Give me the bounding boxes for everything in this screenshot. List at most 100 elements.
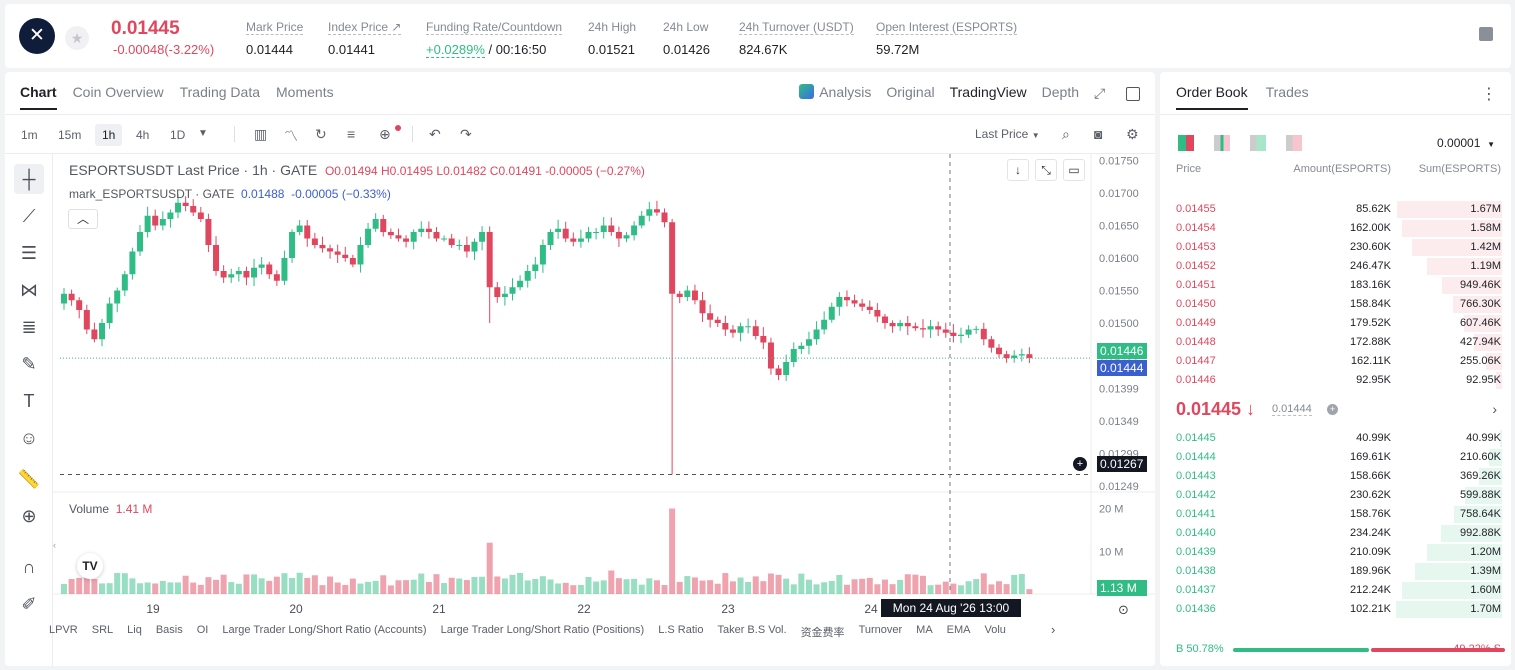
tab-order-book[interactable]: Order Book xyxy=(1176,84,1248,110)
fib-icon[interactable]: ≣ xyxy=(21,317,37,337)
indicator-4[interactable]: OI xyxy=(196,624,209,636)
tab-trading-data[interactable]: Trading Data xyxy=(179,84,261,100)
chevron-right-icon[interactable]: › xyxy=(1051,622,1056,637)
bid-row[interactable]: 0.01442 230.62K 599.88K xyxy=(1160,486,1511,505)
candle xyxy=(965,329,972,335)
expand-icon[interactable]: ⤢ xyxy=(1094,85,1106,101)
ask-row[interactable]: 0.01449 179.52K 607.46K xyxy=(1160,314,1511,333)
tab-trades[interactable]: Trades xyxy=(1265,84,1309,100)
indicator-3[interactable]: Basis xyxy=(155,624,183,636)
indicator-0[interactable]: LPVR xyxy=(49,624,78,636)
more-icon[interactable]: ⋮ xyxy=(1481,86,1497,103)
precision-select[interactable]: 0.00001 ▼ xyxy=(1437,136,1495,150)
ask-row[interactable]: 0.01455 85.62K 1.67M xyxy=(1160,200,1511,219)
stat-index-price[interactable]: Index Price ↗ 0.01441 xyxy=(328,20,402,57)
bid-row[interactable]: 0.01439 210.09K 1.20M xyxy=(1160,543,1511,562)
candle xyxy=(874,310,881,317)
candle xyxy=(555,228,562,232)
indicator-2[interactable]: Liq xyxy=(127,624,142,636)
view-depth[interactable]: Depth xyxy=(1041,84,1079,100)
emoji-icon[interactable]: ☺ xyxy=(19,428,39,448)
indicator-10[interactable]: Turnover xyxy=(858,624,903,636)
candle-type-icon[interactable]: ▥ xyxy=(254,126,268,142)
timeframe-15m[interactable]: 15m xyxy=(58,128,82,142)
redo-icon[interactable]: ↷ xyxy=(460,126,472,142)
ask-row[interactable]: 0.01450 158.84K 766.30K xyxy=(1160,295,1511,314)
layout-both-icon[interactable] xyxy=(1178,135,1194,151)
text-icon[interactable]: T xyxy=(23,391,35,411)
timeframe-1h[interactable]: 1h xyxy=(95,124,123,146)
horizontal-lines-icon[interactable]: ☰ xyxy=(20,243,38,263)
timeframe-dropdown-icon[interactable]: ▼ xyxy=(198,128,208,139)
timeframe-1m[interactable]: 1m xyxy=(21,128,38,142)
indicators-icon[interactable]: 〽 xyxy=(284,128,298,144)
bid-row[interactable]: 0.01445 40.99K 40.99K xyxy=(1160,429,1511,448)
tab-coin-overview[interactable]: Coin Overview xyxy=(72,84,164,100)
lock-icon[interactable]: ✐ xyxy=(21,594,37,614)
zoom-icon[interactable]: ⊕ xyxy=(21,506,37,526)
ask-row[interactable]: 0.01452 246.47K 1.19M xyxy=(1160,257,1511,276)
search-icon[interactable]: ⌕ xyxy=(1062,126,1070,142)
indicator-1[interactable]: SRL xyxy=(91,624,114,636)
view-tradingview[interactable]: TradingView xyxy=(949,84,1027,100)
info-icon[interactable]: + xyxy=(1327,404,1338,415)
ask-row[interactable]: 0.01448 172.88K 427.94K xyxy=(1160,333,1511,352)
collapse-tools-icon[interactable]: ‹ xyxy=(53,540,56,550)
camera-icon[interactable]: ◙ xyxy=(1094,126,1103,142)
timeframe-1d[interactable]: 1D xyxy=(170,128,186,142)
indicator-13[interactable]: Volu xyxy=(984,624,1006,636)
collapse-legend-button[interactable]: ︿ xyxy=(68,209,98,229)
layout-asks-icon[interactable] xyxy=(1286,135,1302,151)
ask-row[interactable]: 0.01446 92.95K 92.95K xyxy=(1160,371,1511,390)
fullscreen-icon[interactable] xyxy=(1126,87,1140,101)
star-icon[interactable]: ★ xyxy=(65,26,89,50)
bid-row[interactable]: 0.01440 234.24K 992.88K xyxy=(1160,524,1511,543)
layout-split-icon[interactable] xyxy=(1214,135,1230,151)
pattern-icon[interactable]: ⋈ xyxy=(20,280,38,300)
trend-line-icon[interactable]: ⟋ xyxy=(22,206,36,226)
bid-row[interactable]: 0.01436 102.21K 1.70M xyxy=(1160,600,1511,619)
volume-bar xyxy=(357,583,364,594)
add-alert-icon[interactable]: ⊕ xyxy=(379,126,391,142)
timeframe-4h[interactable]: 4h xyxy=(136,128,150,142)
chevron-right-icon[interactable]: › xyxy=(1492,401,1497,417)
indicator-6[interactable]: Large Trader Long/Short Ratio (Positions… xyxy=(440,624,645,636)
view-original[interactable]: Original xyxy=(886,84,935,100)
indicator-9[interactable]: 资金费率 xyxy=(800,627,845,639)
indicator-5[interactable]: Large Trader Long/Short Ratio (Accounts) xyxy=(222,624,427,636)
stat-24h-turnover: 24h Turnover (USDT) 824.67K xyxy=(739,20,854,57)
tab-moments[interactable]: Moments xyxy=(276,84,334,100)
book-icon[interactable] xyxy=(1479,27,1493,41)
crosshair-icon[interactable]: ┼ xyxy=(14,164,44,194)
undo-icon[interactable]: ↶ xyxy=(429,126,441,142)
indicator-8[interactable]: Taker B.S Vol. xyxy=(717,624,787,636)
ask-row[interactable]: 0.01451 183.16K 949.46K xyxy=(1160,276,1511,295)
magnet-icon[interactable]: ∩ xyxy=(22,557,36,577)
view-analysis[interactable]: Analysis xyxy=(799,84,871,100)
ruler-icon[interactable]: 📏 xyxy=(17,469,41,489)
collapse-pane-icon[interactable]: ⤡ xyxy=(1035,159,1057,181)
indicator-11[interactable]: MA xyxy=(916,624,933,636)
price-mode-select[interactable]: Last Price ▼ xyxy=(975,127,1040,141)
indicator-12[interactable]: EMA xyxy=(946,624,971,636)
bid-row[interactable]: 0.01443 158.66K 369.26K xyxy=(1160,467,1511,486)
settings-icon[interactable]: ⊙ xyxy=(1118,602,1129,617)
tab-chart[interactable]: Chart xyxy=(20,84,57,110)
templates-icon[interactable]: ≡ xyxy=(347,126,356,142)
add-icon[interactable]: + xyxy=(1073,457,1087,471)
bid-row[interactable]: 0.01441 158.76K 758.64K xyxy=(1160,505,1511,524)
ask-row[interactable]: 0.01453 230.60K 1.42M xyxy=(1160,238,1511,257)
bid-row[interactable]: 0.01437 212.24K 1.60M xyxy=(1160,581,1511,600)
indicator-7[interactable]: L.S Ratio xyxy=(658,624,704,636)
replay-icon[interactable]: ↻ xyxy=(315,126,327,142)
ask-row[interactable]: 0.01447 162.11K 255.06K xyxy=(1160,352,1511,371)
brush-icon[interactable]: ✎ xyxy=(21,354,37,374)
bid-row[interactable]: 0.01444 169.61K 210.60K xyxy=(1160,448,1511,467)
bid-row[interactable]: 0.01438 189.96K 1.39M xyxy=(1160,562,1511,581)
arrow-down-icon[interactable]: ↓ xyxy=(1007,159,1029,181)
price-chart[interactable]: 0.01750 0.01700 0.01650 0.01600 0.01550 0.015… xyxy=(5,72,1155,666)
gear-icon[interactable]: ⚙ xyxy=(1126,126,1139,142)
maximize-pane-icon[interactable]: ▭ xyxy=(1063,159,1085,181)
ask-row[interactable]: 0.01454 162.00K 1.58M xyxy=(1160,219,1511,238)
layout-bids-icon[interactable] xyxy=(1250,135,1266,151)
